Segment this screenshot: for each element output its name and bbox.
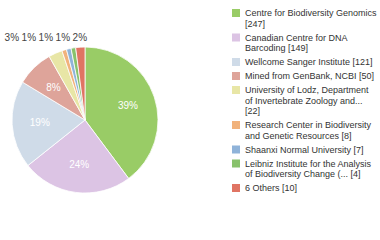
legend: Centre for Biodiversity Genomics[247] Can… xyxy=(232,8,377,193)
legend-swatch xyxy=(232,146,240,154)
data-label: 2% xyxy=(73,32,88,43)
legend-label: Wellcome Sanger Institute [121] xyxy=(245,57,372,67)
pie-slice xyxy=(71,48,85,120)
legend-label: University of Lodz, Departmentof Inverte… xyxy=(245,85,369,116)
data-label: 1% xyxy=(22,32,37,43)
legend-label: Canadian Centre for DNABarcoding [149] xyxy=(245,33,348,54)
pie xyxy=(12,47,158,193)
legend-swatch xyxy=(232,121,240,129)
data-label: 24% xyxy=(69,159,89,170)
pie-slice xyxy=(76,47,85,120)
data-label: 1% xyxy=(39,32,54,43)
legend-swatch xyxy=(232,86,240,94)
legend-swatch xyxy=(232,160,240,168)
legend-label: 6 Others [10] xyxy=(245,183,297,193)
data-label: 39% xyxy=(118,100,138,111)
data-label: 19% xyxy=(30,117,50,128)
legend-swatch xyxy=(232,58,240,66)
data-label: 3% xyxy=(5,32,20,43)
legend-label: Leibniz Institute for the Analysisof Bio… xyxy=(245,159,372,180)
legend-label: Shaanxi Normal University [7] xyxy=(245,145,364,155)
legend-swatch xyxy=(232,34,240,42)
data-label: 8% xyxy=(46,82,61,93)
legend-swatch xyxy=(232,72,240,80)
legend-swatch xyxy=(232,9,240,17)
legend-label: Mined from GenBank, NCBI [50] xyxy=(245,71,374,81)
legend-label: Research Center in Biodiversityand Genet… xyxy=(245,120,372,141)
legend-label: Centre for Biodiversity Genomics[247] xyxy=(245,8,377,29)
chart: 39%24%19%8%3%1%1%1%2%Centre for Biodiver… xyxy=(0,0,380,240)
legend-swatch xyxy=(232,184,240,192)
data-label: 1% xyxy=(56,32,71,43)
